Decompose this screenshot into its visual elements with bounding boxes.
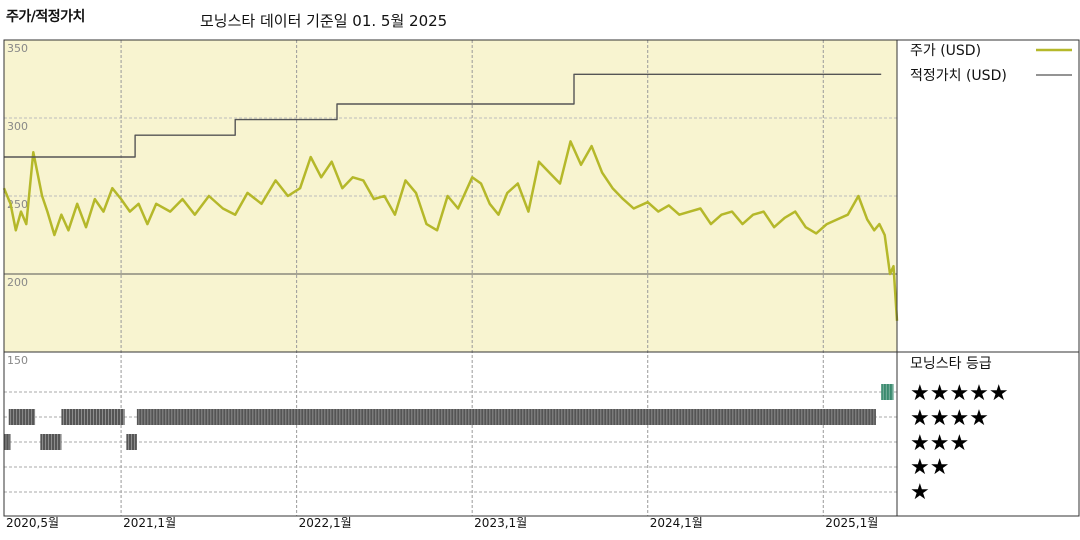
legend-price-label: 주가 (USD)	[910, 43, 981, 59]
fair-value-series-line	[4, 73, 882, 158]
rating-bar-4-stars	[136, 409, 876, 425]
rating-4-stars: ★★★★	[910, 406, 989, 431]
rating-bars	[4, 384, 894, 450]
rating-bar-3-stars	[126, 434, 137, 450]
y-tick-label: 300	[7, 120, 28, 133]
rating-bar-fill	[61, 409, 125, 425]
x-tick-label: 2024,1월	[650, 516, 703, 530]
y-tick-label: 200	[7, 276, 28, 289]
chart-date-title: 모닝스타 데이터 기준일 01. 5월 2025	[200, 12, 448, 30]
x-axis-ticks: 2020,5월 2021,1월 2022,1월 2023,1월 2024,1월 2025,…	[6, 516, 878, 530]
price-series-line	[2, 140, 899, 321]
rating-bar-fill	[40, 434, 62, 450]
legend-fair-label: 적정가치 (USD)	[910, 68, 1007, 84]
chart-left-title: 주가/적정가치	[6, 9, 85, 25]
x-tick-label: 2022,1월	[299, 516, 352, 530]
rating-bar-3-stars	[40, 434, 62, 450]
rating-bar-5-stars	[881, 384, 894, 400]
rating-5-stars: ★★★★★	[910, 381, 1009, 406]
rating-bar-fill	[881, 384, 894, 400]
x-tick-label: 2025,1월	[825, 516, 878, 530]
rating-bar-fill	[136, 409, 876, 425]
rating-bar-fill	[8, 409, 36, 425]
y-tick-label: 350	[7, 42, 28, 55]
y-tick-label: 150	[7, 354, 28, 367]
x-tick-label: 2020,5월	[6, 516, 59, 530]
x-tick-label: 2021,1월	[123, 516, 176, 530]
rating-bar-4-stars	[61, 409, 125, 425]
rating-3-stars: ★★★	[910, 431, 969, 456]
rating-panel-title: 모닝스타 등급	[910, 356, 992, 372]
plot-frame	[3, 39, 1080, 517]
series-lines	[2, 73, 899, 321]
rating-bar-fill	[4, 434, 11, 450]
rating-bar-3-stars	[4, 434, 11, 450]
rating-bar-4-stars	[8, 409, 36, 425]
x-tick-label: 2023,1월	[474, 516, 527, 530]
rating-1-star: ★	[910, 480, 930, 505]
rating-2-stars: ★★	[910, 455, 949, 480]
